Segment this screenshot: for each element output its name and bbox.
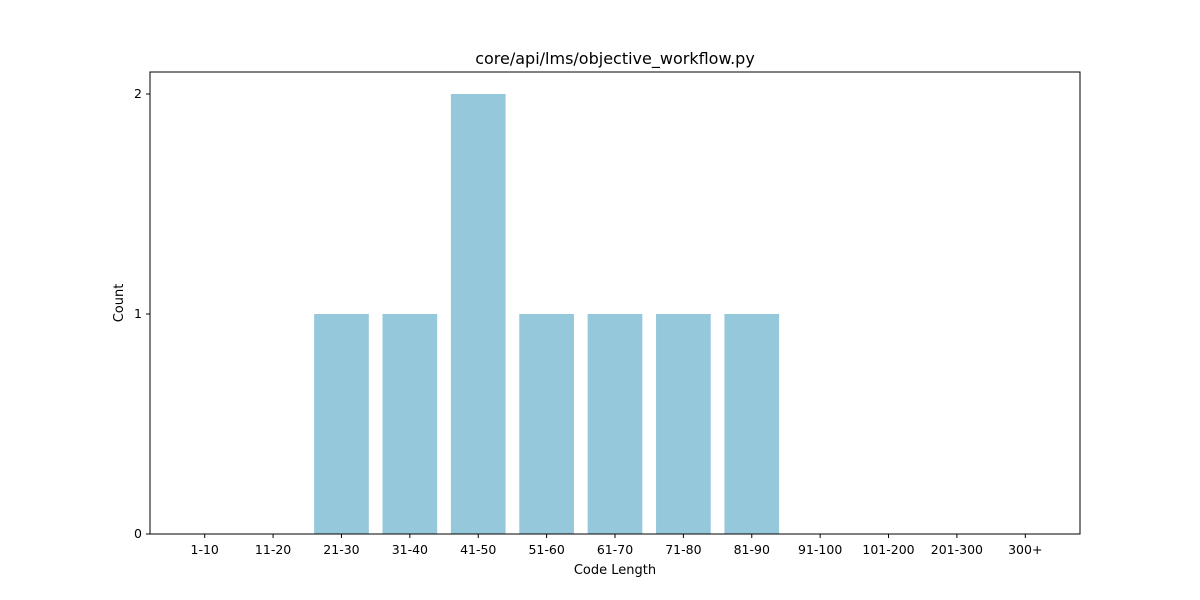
x-tick-label: 71-80 <box>665 542 701 557</box>
x-tick-label: 81-90 <box>734 542 770 557</box>
x-tick-label: 21-30 <box>323 542 359 557</box>
y-axis: 0 1 2 <box>134 86 150 541</box>
y-tick-label: 1 <box>134 306 142 321</box>
x-tick-label: 31-40 <box>392 542 428 557</box>
bar-31-40 <box>382 314 438 534</box>
bar-21-30 <box>314 314 369 534</box>
y-tick-label: 0 <box>134 526 142 541</box>
x-tick-label: 300+ <box>1008 542 1042 557</box>
x-tick-label: 51-60 <box>528 542 564 557</box>
bar-61-70 <box>587 314 643 534</box>
bar-51-60 <box>519 314 574 534</box>
y-tick-label: 2 <box>134 86 142 101</box>
y-axis-label: Count <box>112 284 127 323</box>
x-tick-label: 91-100 <box>798 542 842 557</box>
x-axis-label: Code Length <box>574 563 656 578</box>
chart-title: core/api/lms/objective_workflow.py <box>475 49 755 69</box>
x-tick-label: 41-50 <box>460 542 496 557</box>
bar-71-80 <box>656 314 711 534</box>
bar-81-90 <box>724 314 780 534</box>
bars <box>314 94 780 534</box>
x-axis: 1-10 11-20 21-30 31-40 41-50 51-60 61-70 71-80 8… <box>191 534 1042 557</box>
bar-41-50 <box>450 94 506 534</box>
x-tick-label: 101-200 <box>862 542 914 557</box>
x-tick-label: 61-70 <box>597 542 633 557</box>
x-tick-label: 11-20 <box>255 542 291 557</box>
x-tick-label: 201-300 <box>931 542 983 557</box>
x-tick-label: 1-10 <box>191 542 219 557</box>
